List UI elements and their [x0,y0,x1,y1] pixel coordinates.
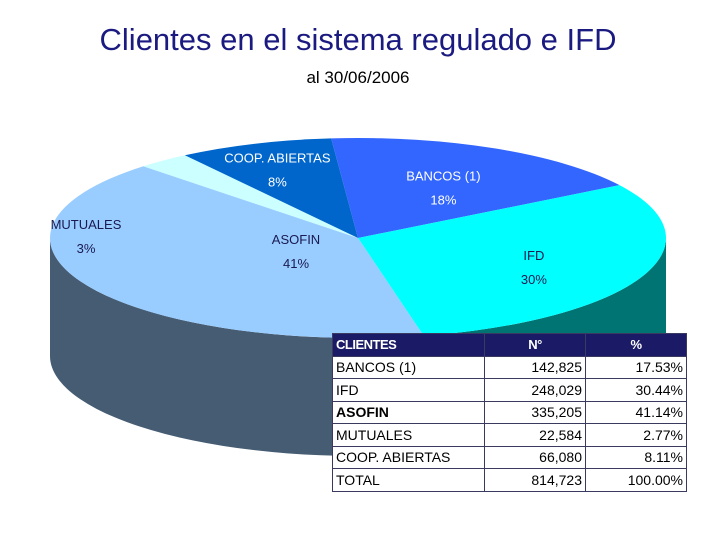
cell-percent: 41.14% [585,400,687,424]
cell-count: 66,080 [484,445,586,469]
table-row: ASOFIN 335,205 41.14% [332,400,687,424]
cell-client-name: MUTUALES [332,423,485,447]
cell-client-name: TOTAL [332,468,485,492]
cell-percent: 2.77% [585,423,687,447]
pie-slice-coop-abiertas [184,138,358,238]
table-row: COOP. ABIERTAS 66,080 8.11% [332,445,687,469]
clients-table-wrap: CLIENTES N° % BANCOS (1) 142,825 17.53% IFD… [332,333,687,492]
cell-percent: 30.44% [585,378,687,402]
pie-label-value: 8% [268,175,287,190]
header-numero: N° [484,333,586,357]
table-row: MUTUALES 22,584 2.77% [332,423,687,447]
cell-client-name: IFD [332,378,485,402]
pie-slice-asofin [49,166,424,338]
cell-percent: 17.53% [585,355,687,379]
chart-subtitle: al 30/06/2006 [306,68,410,87]
chart-title: Clientes en el sistema regulado e IFD [99,22,617,57]
pie-label-name: MUTUALES [51,217,122,232]
pie-slice-bancos-1 [331,138,620,238]
header-porcentaje: % [585,333,687,357]
pie-label-value: 30% [521,272,547,287]
pie-label-name: BANCOS (1) [406,169,480,184]
pie-label-value: 18% [430,193,456,208]
pie-slice-mutuales [143,155,358,238]
pie-label-name: COOP. ABIERTAS [224,151,331,166]
cell-count: 22,584 [484,423,586,447]
cell-percent: 8.11% [585,445,687,469]
cell-client-name: ASOFIN [332,400,485,424]
table-header-row: CLIENTES N° % [332,333,687,357]
cell-count: 142,825 [484,355,586,379]
table-row: IFD 248,029 30.44% [332,378,687,402]
cell-client-name: COOP. ABIERTAS [332,445,485,469]
table-row: TOTAL 814,723 100.00% [332,468,687,492]
cell-count: 335,205 [484,400,586,424]
pie-slice-ifd [358,185,667,336]
table-row: BANCOS (1) 142,825 17.53% [332,355,687,379]
cell-client-name: BANCOS (1) [332,355,485,379]
pie-label-name: IFD [523,248,544,263]
pie-label-name: ASOFIN [272,232,320,247]
clients-table: CLIENTES N° % BANCOS (1) 142,825 17.53% IFD… [332,333,687,492]
pie-side-asofin [50,238,424,456]
cell-percent: 100.00% [585,468,687,492]
cell-count: 248,029 [484,378,586,402]
cell-count: 814,723 [484,468,586,492]
pie-label-value: 3% [77,241,96,256]
pie-label-value: 41% [283,256,309,271]
header-clientes: CLIENTES [332,333,485,357]
